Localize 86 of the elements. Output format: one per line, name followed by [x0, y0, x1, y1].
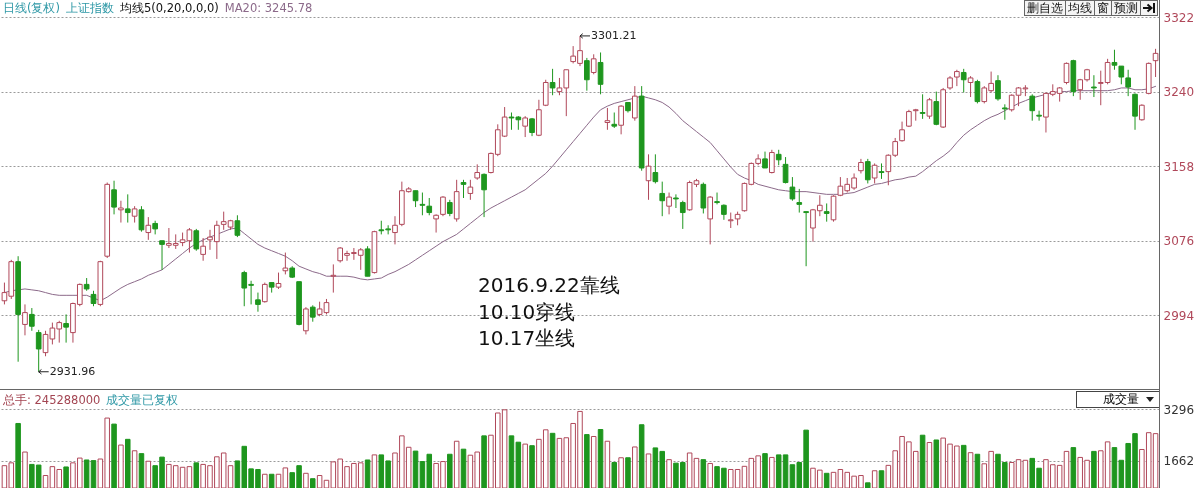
candlestick [255, 292, 261, 313]
candlestick [830, 194, 837, 223]
annotation: 2931.96 [49, 364, 96, 378]
candlestick [926, 97, 933, 120]
candlestick [1152, 48, 1159, 78]
chart-title: 日线(复权) [3, 1, 60, 15]
y-tick-label: 3240 [1163, 85, 1195, 100]
annotation: 3301.21 [591, 28, 637, 42]
candlestick [714, 192, 720, 205]
candlestick [193, 228, 200, 252]
chart-subtitle: 成交量已复权 [106, 393, 179, 407]
candlestick [700, 182, 707, 214]
candlestick [419, 192, 426, 216]
candlestick [261, 282, 268, 304]
candlestick [789, 176, 796, 202]
candlestick [1036, 110, 1042, 122]
toolbar-button: 均线 [1065, 0, 1095, 16]
candlestick [111, 180, 117, 215]
candlestick [590, 53, 597, 75]
candlestick [460, 179, 467, 199]
chart-subtitle: 上证指数 [65, 1, 114, 15]
y-tick-label: 3296 [1163, 402, 1195, 417]
candlestick [1091, 74, 1097, 98]
candlestick [645, 153, 652, 201]
candlestick [995, 74, 1001, 102]
candlestick [522, 115, 529, 138]
candlestick [22, 303, 28, 336]
toolbar-button: 预测 [1111, 0, 1141, 16]
candlestick [234, 214, 241, 238]
candlestick [618, 104, 624, 135]
candlestick [29, 307, 35, 332]
candlestick [282, 252, 289, 275]
candlestick [124, 193, 131, 224]
candlestick [679, 200, 686, 230]
candlestick [440, 195, 446, 217]
candlestick [200, 237, 206, 262]
candlestick [159, 240, 165, 271]
candlestick [803, 211, 809, 267]
chart-title: 总手: 245288000 [3, 393, 101, 407]
candlestick [631, 85, 638, 122]
y-tick-label: 1662 [1163, 454, 1195, 469]
candlestick [659, 181, 666, 217]
y-tick-label: 3076 [1163, 234, 1195, 249]
candlestick [871, 162, 878, 184]
candlestick [878, 162, 885, 180]
text: MA20: 3245.78 [224, 1, 313, 15]
candlestick [303, 306, 309, 335]
dropdown-field: 成交量 [1076, 391, 1159, 408]
candlestick [933, 91, 940, 126]
candlestick [864, 158, 871, 184]
candlestick [782, 156, 789, 184]
candlestick [967, 75, 974, 98]
toolbar-button: 窗 [1094, 0, 1112, 16]
candlestick [584, 57, 590, 92]
candlestick [481, 172, 487, 218]
candlestick [118, 200, 124, 224]
candlestick [597, 51, 604, 95]
candlestick [542, 79, 549, 107]
candlestick [604, 107, 611, 131]
candlestick [549, 68, 556, 96]
candlestick [673, 193, 679, 209]
candlestick [392, 215, 398, 245]
toolbar-button: 删自选 [1024, 0, 1066, 16]
candlestick [974, 79, 981, 104]
candlestick [707, 195, 714, 245]
candlestick [138, 205, 145, 233]
candlestick [652, 153, 659, 184]
annotation: 2016.9.22靠线 10.10穿线 10.17坐线 [478, 272, 620, 352]
candlestick [919, 93, 926, 120]
candlestick [145, 216, 152, 241]
candlestick [823, 202, 830, 223]
candlestick [796, 188, 803, 214]
candlestick [63, 313, 69, 344]
candlestick [35, 329, 42, 373]
y-tick-label: 3158 [1163, 159, 1195, 174]
candlestick [666, 192, 672, 215]
candlestick [330, 263, 337, 294]
candlestick [1132, 92, 1138, 131]
candlestick [1029, 93, 1036, 122]
y-tick-label: 3322 [1163, 10, 1195, 25]
y-tick-label: 2994 [1163, 308, 1195, 323]
candlestick [960, 68, 967, 93]
candlestick [899, 121, 905, 143]
legend-title: 均线5(0,20,0,0,0) [119, 1, 219, 15]
candlestick [467, 179, 474, 201]
candlestick [433, 213, 439, 234]
